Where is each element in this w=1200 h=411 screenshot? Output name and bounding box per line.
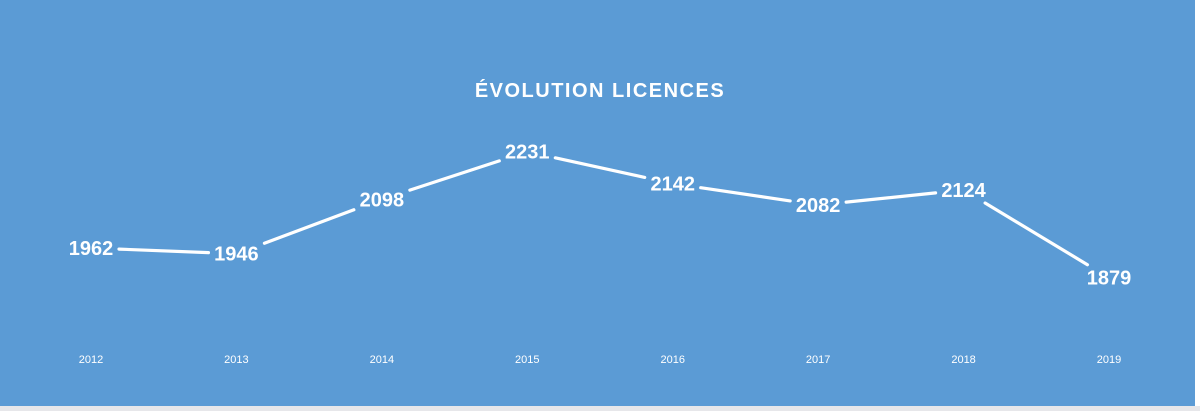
line-segment-2012-2013 <box>117 247 211 255</box>
data-label-2018: 2124 <box>941 180 986 202</box>
x-tick-label-2014: 2014 <box>370 354 394 366</box>
series-line-segments <box>117 156 1090 267</box>
data-label-2017: 2082 <box>796 195 841 217</box>
panel-bottom-edge <box>0 406 1200 411</box>
line-segment-2017-2018 <box>844 191 938 204</box>
data-labels: 1962 1946 2098 2231 2142 2082 2124 1879 <box>69 142 1132 290</box>
x-axis-tick-labels: 2012 2013 2014 2015 2016 2017 2018 2019 <box>79 354 1121 366</box>
x-tick-label-2016: 2016 <box>660 354 684 366</box>
data-label-2014: 2098 <box>360 189 405 211</box>
chart-title: ÉVOLUTION LICENCES <box>475 79 725 102</box>
data-label-2012: 1962 <box>69 238 114 260</box>
line-segment-2015-2016 <box>553 156 647 180</box>
line-segment-2014-2015 <box>408 159 501 192</box>
x-tick-label-2013: 2013 <box>224 354 248 366</box>
data-label-2013: 1946 <box>214 244 259 266</box>
x-tick-label-2018: 2018 <box>951 354 975 366</box>
data-label-2019: 1879 <box>1087 268 1132 290</box>
x-tick-label-2019: 2019 <box>1097 354 1121 366</box>
line-segment-2016-2017 <box>699 186 792 203</box>
x-tick-label-2017: 2017 <box>806 354 830 366</box>
data-label-2015: 2231 <box>505 142 550 164</box>
x-tick-label-2015: 2015 <box>515 354 539 366</box>
line-segment-2018-2019 <box>983 201 1090 267</box>
data-label-2016: 2142 <box>650 174 695 196</box>
line-segment-2013-2014 <box>262 208 356 245</box>
x-tick-label-2012: 2012 <box>79 354 103 366</box>
